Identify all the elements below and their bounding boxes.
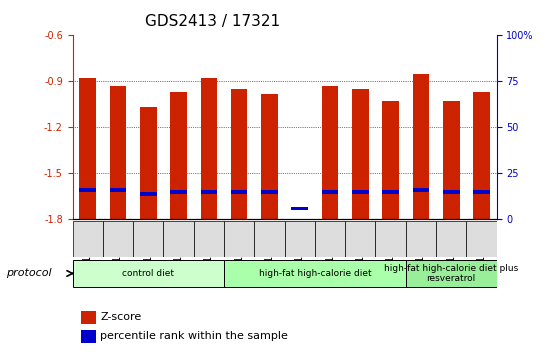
FancyBboxPatch shape <box>406 260 497 287</box>
Bar <box>412 188 429 192</box>
Text: high-fat high-calorie diet: high-fat high-calorie diet <box>258 269 371 278</box>
FancyBboxPatch shape <box>224 260 406 287</box>
Text: control diet: control diet <box>122 269 174 278</box>
FancyBboxPatch shape <box>466 221 497 257</box>
Text: GDS2413 / 17321: GDS2413 / 17321 <box>145 14 280 29</box>
FancyBboxPatch shape <box>224 221 254 257</box>
Bar <box>79 78 96 219</box>
Bar <box>443 101 460 219</box>
FancyBboxPatch shape <box>133 221 163 257</box>
FancyBboxPatch shape <box>163 221 194 257</box>
Bar <box>382 190 399 194</box>
FancyBboxPatch shape <box>73 260 224 287</box>
Text: Z-score: Z-score <box>100 312 141 322</box>
FancyBboxPatch shape <box>254 221 285 257</box>
Bar <box>200 190 217 194</box>
Bar <box>109 188 126 192</box>
Bar <box>473 190 490 194</box>
Bar <box>352 89 369 219</box>
FancyBboxPatch shape <box>285 221 315 257</box>
FancyBboxPatch shape <box>315 221 345 257</box>
FancyBboxPatch shape <box>73 221 103 257</box>
Text: percentile rank within the sample: percentile rank within the sample <box>100 331 288 341</box>
Bar <box>382 101 399 219</box>
Bar <box>140 108 157 219</box>
FancyBboxPatch shape <box>194 221 224 257</box>
FancyBboxPatch shape <box>436 221 466 257</box>
Text: high-fat high-calorie diet plus
resveratrol: high-fat high-calorie diet plus resverat… <box>384 264 518 283</box>
Bar <box>81 311 96 324</box>
FancyBboxPatch shape <box>376 221 406 257</box>
Text: protocol: protocol <box>6 268 51 278</box>
FancyBboxPatch shape <box>345 221 376 257</box>
Bar <box>261 94 278 219</box>
Bar <box>200 78 217 219</box>
Bar <box>231 89 247 219</box>
Bar <box>321 86 338 219</box>
Bar <box>81 330 96 343</box>
Bar <box>170 92 187 219</box>
Bar <box>170 190 187 194</box>
Bar <box>231 190 247 194</box>
Bar <box>443 190 460 194</box>
Bar <box>109 86 126 219</box>
Bar <box>321 190 338 194</box>
Bar <box>79 188 96 192</box>
Bar <box>291 206 308 210</box>
Bar <box>352 190 369 194</box>
Bar <box>473 92 490 219</box>
FancyBboxPatch shape <box>406 221 436 257</box>
Bar <box>261 190 278 194</box>
Bar <box>412 74 429 219</box>
FancyBboxPatch shape <box>103 221 133 257</box>
Bar <box>140 192 157 196</box>
